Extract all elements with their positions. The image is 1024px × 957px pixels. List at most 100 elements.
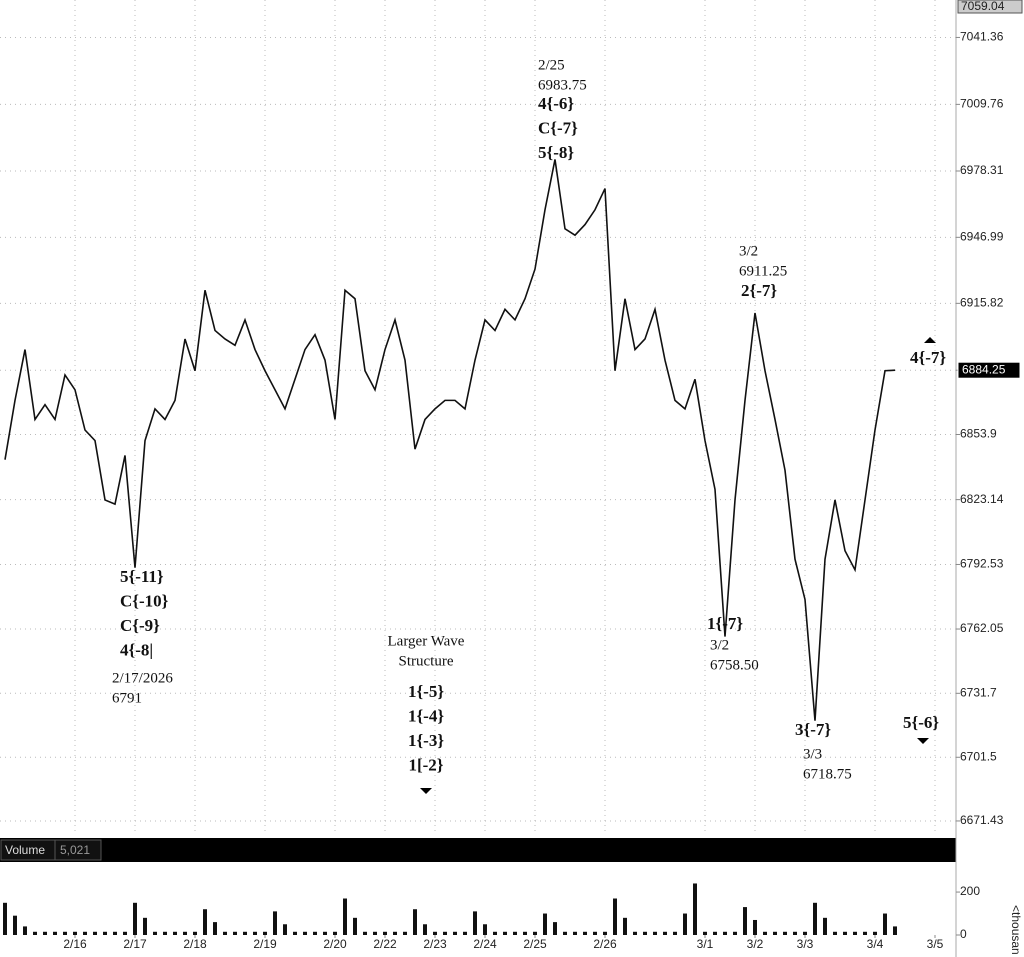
volume-bar — [553, 922, 557, 935]
volume-bar — [623, 917, 627, 935]
volume-bar — [513, 931, 517, 935]
annotation: Structure — [399, 653, 454, 669]
volume-bar — [273, 911, 277, 935]
volume-bar — [103, 931, 107, 935]
volume-bar — [703, 931, 707, 935]
volume-bar — [523, 931, 527, 935]
volume-bar — [433, 931, 437, 935]
volume-bar — [693, 883, 697, 935]
volume-last: 5,021 — [60, 843, 90, 857]
volume-bar — [373, 931, 377, 935]
volume-bar — [443, 931, 447, 935]
volume-bar — [313, 931, 317, 935]
volume-bar — [493, 931, 497, 935]
volume-bar — [873, 931, 877, 935]
volume-header — [0, 838, 956, 862]
volume-bar — [453, 931, 457, 935]
price-line — [4, 159, 896, 721]
volume-bar — [193, 931, 197, 935]
annotation: 5{-8} — [538, 143, 574, 162]
annotation: 4{-7} — [910, 348, 946, 367]
volume-bar — [253, 931, 257, 935]
last-price-label: 6884.25 — [962, 362, 1006, 376]
x-tick-label: 3/1 — [697, 937, 714, 951]
volume-bar — [593, 931, 597, 935]
x-tick-label: 3/4 — [867, 937, 884, 951]
volume-bar — [303, 931, 307, 935]
volume-bar — [243, 931, 247, 935]
volume-bar — [263, 931, 267, 935]
annotation: 6718.75 — [803, 766, 852, 782]
marker-down — [420, 788, 432, 794]
x-tick-label: 2/18 — [183, 937, 207, 951]
annotation: 3{-7} — [795, 720, 831, 739]
y-tick-label: 6731.7 — [960, 685, 997, 699]
volume-bar — [573, 931, 577, 935]
annotation: 1[-2} — [408, 755, 443, 774]
volume-title: Volume — [5, 843, 45, 857]
top-price-box — [957, 0, 1023, 14]
annotation: 3/2 — [739, 243, 758, 259]
volume-bar — [713, 931, 717, 935]
volume-bar — [633, 931, 637, 935]
volume-bar — [3, 902, 7, 935]
volume-bar — [353, 917, 357, 935]
volume-bar — [833, 931, 837, 935]
volume-bar — [583, 931, 587, 935]
volume-bar — [173, 931, 177, 935]
volume-bar — [483, 924, 487, 935]
annotation: C{-7} — [538, 118, 578, 137]
y-tick-label: 7009.76 — [960, 97, 1004, 111]
annotation: 6911.25 — [739, 263, 787, 279]
volume-bar — [23, 926, 27, 935]
volume-bar — [803, 931, 807, 935]
x-tick-label: 2/17 — [123, 937, 147, 951]
volume-bar — [183, 931, 187, 935]
volume-bar — [213, 922, 217, 935]
annotation: Larger Wave — [388, 633, 465, 649]
y-tick-label: 6946.99 — [960, 229, 1004, 243]
annotation: 2{-7} — [741, 281, 777, 300]
marker-down — [917, 738, 929, 744]
annotation: 6791 — [112, 690, 142, 706]
volume-bar — [563, 931, 567, 935]
y-tick-label: 6853.9 — [960, 427, 997, 441]
x-tick-label: 2/22 — [373, 937, 397, 951]
volume-bar — [823, 917, 827, 935]
x-tick-label: 2/20 — [323, 937, 347, 951]
volume-bar — [793, 931, 797, 935]
volume-bar — [33, 931, 37, 935]
volume-bar — [133, 902, 137, 935]
volume-bar — [403, 931, 407, 935]
volume-axis-label: <thousan — [1009, 905, 1023, 955]
annotation: 1{-7} — [707, 614, 743, 633]
volume-bar — [113, 931, 117, 935]
volume-bar — [853, 931, 857, 935]
volume-bar — [163, 931, 167, 935]
volume-value-box — [54, 839, 102, 861]
volume-bar — [653, 931, 657, 935]
annotation: 1{-5} — [408, 682, 444, 701]
volume-bar — [883, 913, 887, 935]
volume-bar — [223, 931, 227, 935]
volume-bar — [73, 931, 77, 935]
volume-bar — [123, 931, 127, 935]
y-tick-label: 0 — [960, 927, 967, 941]
volume-bar — [503, 931, 507, 935]
volume-bar — [613, 898, 617, 935]
volume-bar — [383, 931, 387, 935]
y-tick-label: 200 — [960, 884, 980, 898]
last-price-box — [957, 361, 1021, 379]
y-tick-label: 6978.31 — [960, 163, 1004, 177]
volume-bar — [153, 931, 157, 935]
volume-bar — [363, 931, 367, 935]
annotation: 1{-4} — [408, 706, 444, 725]
marker-up — [924, 337, 936, 343]
annotation: 4{-6} — [538, 94, 574, 113]
volume-bar — [93, 931, 97, 935]
volume-bar — [753, 919, 757, 935]
volume-bar — [343, 898, 347, 935]
y-tick-label: 6915.82 — [960, 296, 1004, 310]
annotation: 3/2 — [710, 637, 729, 653]
